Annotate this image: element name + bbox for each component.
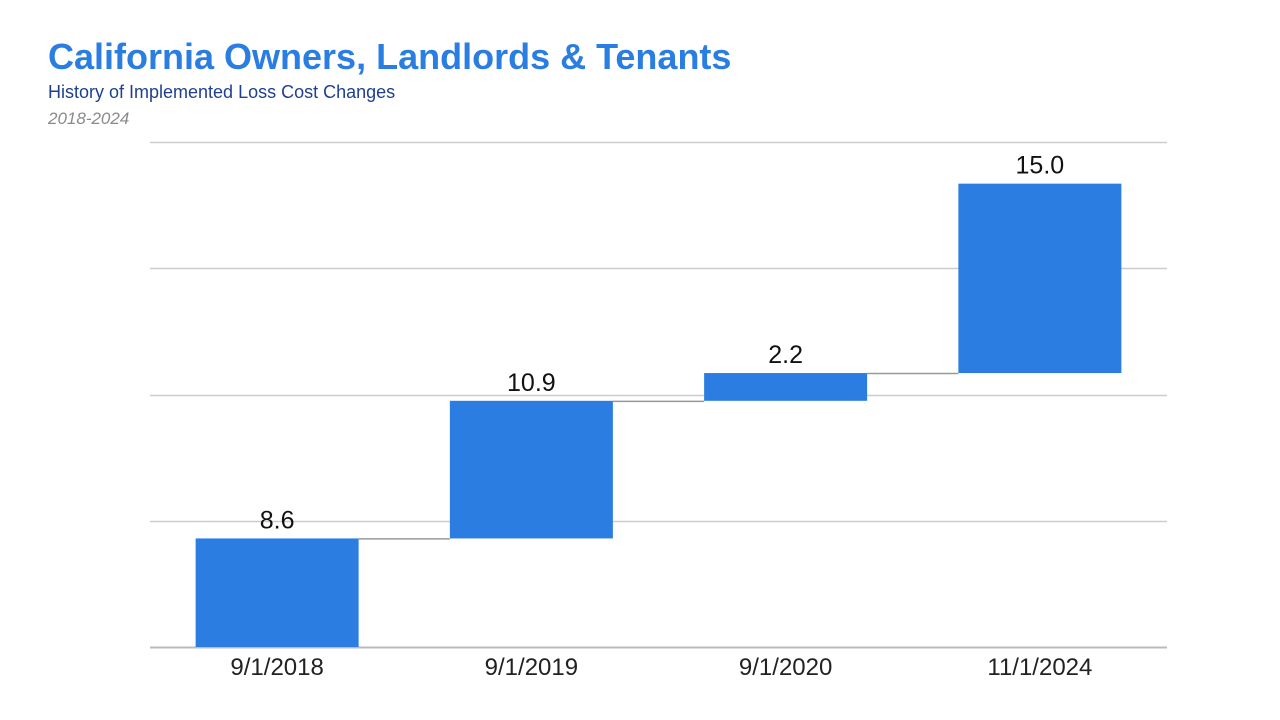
x-tick-label: 11/1/2024 bbox=[987, 654, 1092, 681]
x-tick-label: 9/1/2018 bbox=[230, 654, 323, 681]
x-tick-label: 9/1/2020 bbox=[739, 654, 832, 681]
waterfall-bar bbox=[958, 183, 1122, 374]
waterfall-bar bbox=[704, 373, 868, 401]
data-label: 15.0 bbox=[1016, 152, 1065, 180]
bars bbox=[195, 183, 1122, 647]
data-label: 8.6 bbox=[260, 506, 295, 534]
chart-title: California Owners, Landlords & Tenants bbox=[48, 36, 732, 77]
data-label: 2.2 bbox=[768, 341, 803, 369]
chart-year-range: 2018-2024 bbox=[48, 109, 130, 128]
data-label: 10.9 bbox=[507, 369, 556, 397]
waterfall-bar bbox=[449, 400, 613, 539]
chart-subtitle: History of Implemented Loss Cost Changes bbox=[48, 82, 396, 102]
connectors bbox=[358, 372, 959, 540]
data-labels: 8.6 10.9 2.2 15.0 bbox=[260, 152, 1064, 535]
x-axis-tick-labels: 9/1/2018 9/1/2019 9/1/2020 11/1/2024 bbox=[230, 654, 1092, 681]
x-tick-label: 9/1/2019 bbox=[485, 654, 578, 681]
waterfall-bar bbox=[195, 538, 359, 647]
